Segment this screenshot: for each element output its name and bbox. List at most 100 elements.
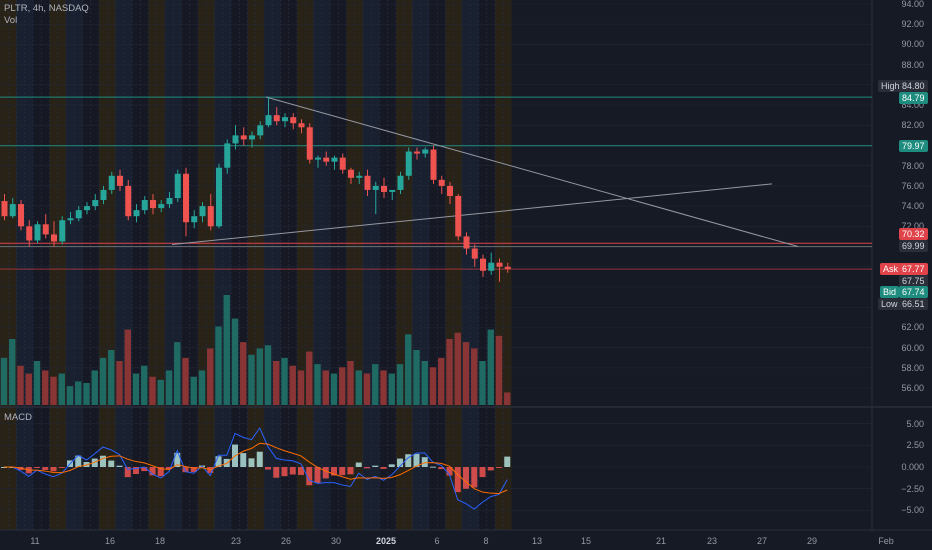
session-shade — [387, 0, 396, 530]
macd-histogram-bar — [58, 467, 65, 468]
volume-bar — [347, 361, 354, 405]
macd-histogram-bar — [248, 458, 255, 467]
session-shade — [41, 0, 50, 530]
volume-label: Vol — [4, 15, 18, 26]
volume-bar — [157, 379, 164, 405]
price-tick-label: 56.00 — [901, 383, 924, 393]
macd-histogram-bar — [240, 453, 247, 467]
volume-bar — [438, 357, 445, 405]
volume-bar — [132, 373, 140, 405]
volume-bar — [256, 348, 263, 405]
session-shade — [24, 0, 33, 530]
volume-bar — [446, 339, 453, 405]
macd-histogram-bar — [471, 467, 478, 488]
candle-body — [34, 224, 41, 241]
candle-body — [18, 204, 24, 227]
candle-body — [306, 127, 313, 160]
candle-body — [257, 125, 264, 136]
volume-bar — [182, 357, 189, 405]
candle-body — [191, 216, 198, 223]
candle-body — [273, 115, 280, 122]
volume-bar — [75, 381, 82, 405]
volume-bar — [198, 370, 206, 405]
session-shade — [132, 0, 141, 530]
macd-histogram-bar — [438, 467, 445, 470]
volume-bar — [223, 295, 230, 405]
volume-bar — [66, 386, 74, 405]
candle-body — [389, 189, 396, 192]
time-tick-label: 11 — [30, 536, 40, 546]
candle-body — [249, 135, 255, 140]
session-shade — [453, 0, 462, 530]
candle-body — [67, 218, 74, 221]
session-shade — [49, 0, 58, 530]
macd-histogram-bar — [133, 467, 139, 475]
volume-bar — [314, 364, 321, 405]
volume-bar — [190, 376, 197, 405]
candle-body — [207, 206, 214, 227]
session-shade — [148, 0, 157, 530]
session-shade — [198, 0, 207, 530]
session-shade — [99, 0, 108, 530]
candle-body — [298, 123, 305, 128]
session-shade — [297, 0, 306, 530]
macd-histogram-bar — [100, 455, 106, 467]
candle-body — [290, 117, 297, 124]
high-value-tag: 84.80 — [899, 80, 928, 92]
macd-histogram-bar — [298, 467, 304, 475]
candle-body — [51, 234, 57, 242]
volume-bar — [413, 350, 420, 405]
volume-bar — [141, 365, 148, 405]
candle-body — [224, 143, 231, 168]
candle-body — [125, 185, 132, 217]
volume-bar — [149, 376, 156, 405]
macd-histogram-bar — [289, 467, 296, 475]
price-tick-label: 90.00 — [901, 39, 924, 50]
volume-bar — [495, 335, 503, 405]
volume-bar — [50, 376, 57, 405]
session-shade — [330, 0, 339, 530]
macd-line — [4, 426, 508, 510]
session-shade — [379, 0, 388, 530]
low-value-tag: 66.51 — [899, 298, 928, 310]
macd-label: MACD — [4, 412, 32, 423]
session-shade — [354, 0, 363, 530]
macd-histogram-bar — [190, 467, 197, 473]
session-shade — [165, 0, 174, 530]
high-label-tag: High — [878, 80, 903, 92]
volume-bar — [322, 370, 329, 405]
session-shade — [231, 0, 240, 530]
trendline-up — [171, 183, 773, 246]
volume-bar — [99, 357, 107, 405]
ask-value-tag: 67.77 — [899, 263, 928, 275]
macd-histogram-bar — [487, 467, 494, 471]
macd-histogram-bar — [388, 464, 395, 467]
macd-histogram-bar — [380, 467, 387, 469]
session-shade — [280, 0, 289, 530]
candle-body — [166, 198, 173, 205]
macd-histogram-bar — [273, 467, 280, 478]
volume-bar — [281, 357, 288, 405]
symbol-title[interactable]: PLTR, 4h, NASDAQ — [4, 3, 89, 14]
session-shade — [123, 0, 132, 530]
session-shade — [305, 0, 314, 530]
candle-body — [42, 224, 49, 235]
macd-histogram-bar — [372, 465, 379, 467]
session-shade — [313, 0, 322, 530]
macd-histogram-bar — [463, 467, 469, 489]
time-tick-label: 6 — [434, 536, 440, 546]
price-tick-label: 74.00 — [901, 201, 924, 212]
session-shade — [420, 0, 429, 530]
session-shade — [214, 0, 223, 530]
macd-histogram-bar — [347, 467, 354, 475]
candle-body — [381, 185, 387, 192]
session-shade — [371, 0, 380, 530]
time-tick-label: Feb — [878, 536, 894, 546]
macd-histogram-bar — [215, 456, 222, 467]
time-tick-label: 27 — [756, 536, 768, 546]
macd-tick-label: −5.00 — [901, 505, 924, 516]
macd-histogram-bar — [306, 467, 313, 486]
session-shade — [396, 0, 405, 530]
candle-body — [282, 117, 288, 122]
